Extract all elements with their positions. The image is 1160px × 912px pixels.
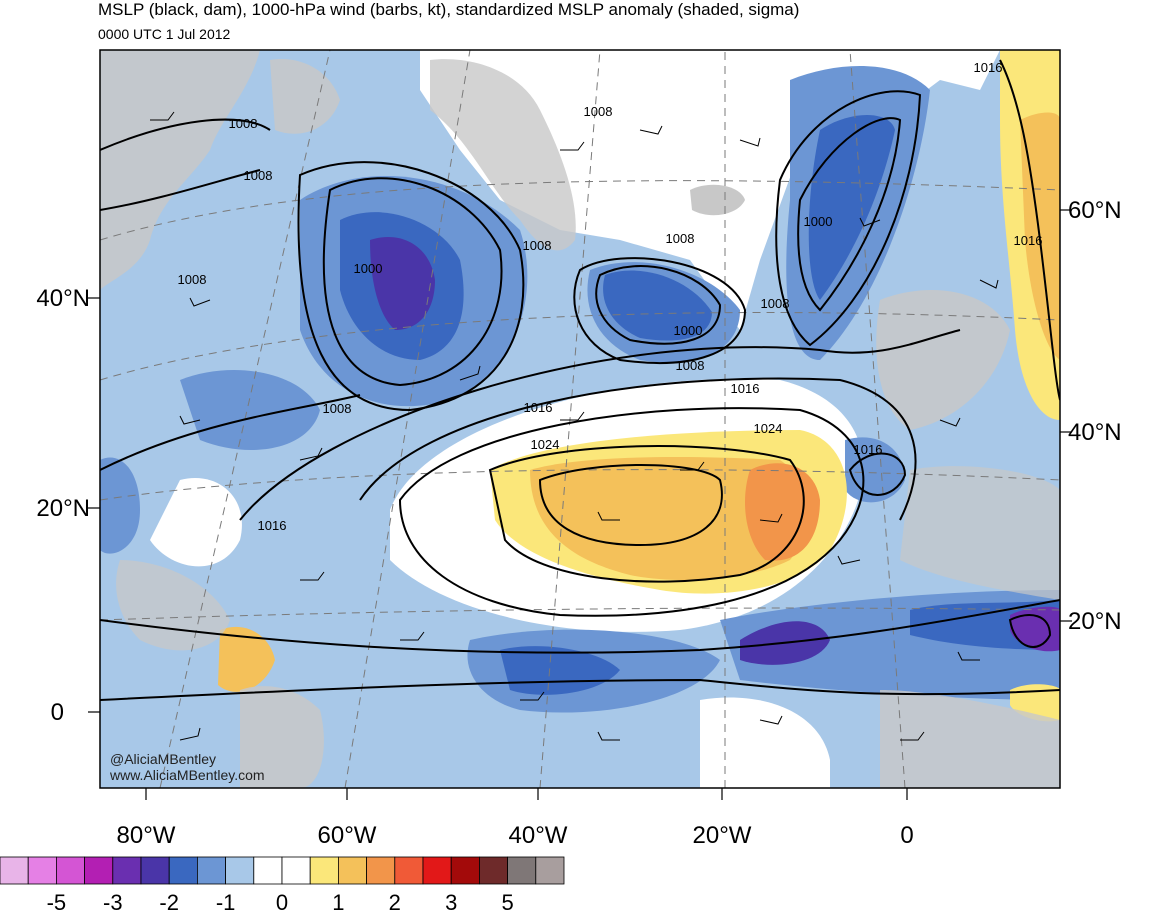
anomaly-pos-mid-venezuela xyxy=(218,626,275,692)
contour-label: 1016 xyxy=(731,381,760,396)
watermark-handle: @AliciaMBentley xyxy=(110,751,216,767)
contour-label: 1016 xyxy=(854,442,883,457)
colorbar-cell xyxy=(196,856,226,885)
lon-label-80w: 80°W xyxy=(117,822,176,849)
anomaly-neg-mid-iberia xyxy=(845,437,905,503)
lat-label-left-0: 0 xyxy=(51,699,64,726)
left-latitude-labels: 40°N 20°N 0 xyxy=(36,285,90,726)
anomaly-neg-mid-mexico xyxy=(100,457,140,554)
colorbar-cell xyxy=(56,856,86,885)
contour-label: 1000 xyxy=(354,261,383,276)
contour-label: 1008 xyxy=(523,238,552,253)
colorbar-cell xyxy=(0,856,29,885)
contour-label: 1016 xyxy=(524,400,553,415)
colorbar-tick-label: -5 xyxy=(47,890,67,912)
colorbar-cell xyxy=(253,856,283,885)
contour-label: 1000 xyxy=(804,214,833,229)
land-canada-west xyxy=(100,50,260,290)
land-central-africa xyxy=(880,690,1060,788)
anomaly-pos-strong-azores xyxy=(745,463,820,561)
contour-label: 1016 xyxy=(974,60,1003,75)
anomaly-neg-mid-usa xyxy=(180,370,320,450)
colorbar-cell xyxy=(27,856,57,885)
colorbar-cell xyxy=(422,856,452,885)
colorbar-cell xyxy=(394,856,424,885)
lat-label-left-40n: 40°N xyxy=(36,285,90,312)
contour-label: 1008 xyxy=(584,104,613,119)
colorbar-cell xyxy=(535,856,565,885)
colorbar-cell xyxy=(507,856,537,885)
contour-label: 1000 xyxy=(674,323,703,338)
anomaly-neg-very-strong-labrador xyxy=(370,236,435,330)
colorbar-labels: -5 -3 -2 -1 0 1 2 3 5 xyxy=(47,890,514,912)
lon-label-20w: 20°W xyxy=(693,822,752,849)
contour-label: 1016 xyxy=(1014,233,1043,248)
bottom-longitude-labels: 80°W 60°W 40°W 20°W 0 xyxy=(117,822,914,849)
anomaly-neg-strong-midatlantic xyxy=(603,270,712,341)
land-greenland xyxy=(430,59,576,251)
chart-subtitle: 0000 UTC 1 Jul 2012 xyxy=(98,26,231,42)
lat-label-right-20n: 20°N xyxy=(1068,608,1122,635)
anomaly-near-zero-south xyxy=(700,697,830,788)
lon-label-0: 0 xyxy=(900,822,913,849)
contour-label: 1008 xyxy=(323,401,352,416)
lat-label-right-60n: 60°N xyxy=(1068,197,1122,224)
colorbar-cell xyxy=(225,856,255,885)
colorbar-tick-label: 5 xyxy=(501,890,513,912)
colorbar-cell xyxy=(84,856,114,885)
contour-label: 1008 xyxy=(178,272,207,287)
land-western-europe xyxy=(876,290,1010,430)
land-canada-north xyxy=(270,59,340,134)
contour-labels: 1008 1008 1008 1008 1008 1008 1008 1008 1008 1016… xyxy=(178,60,1043,533)
contour-label: 1008 xyxy=(676,358,705,373)
colorbar-tick-label: 0 xyxy=(276,890,288,912)
contour-label: 1024 xyxy=(531,437,560,452)
contour-label: 1016 xyxy=(258,518,287,533)
land-central-america xyxy=(116,560,230,651)
anomaly-near-zero-caribbean xyxy=(150,478,242,567)
colorbar-cell xyxy=(450,856,480,885)
colorbar-cell xyxy=(140,856,170,885)
lat-label-right-40n: 40°N xyxy=(1068,419,1122,446)
map-frame xyxy=(99,49,1061,789)
colorbar xyxy=(0,856,565,885)
colorbar-cell xyxy=(281,856,311,885)
contour-label: 1008 xyxy=(244,168,273,183)
colorbar-cell xyxy=(337,856,367,885)
colorbar-cell xyxy=(309,856,339,885)
contour-label: 1008 xyxy=(666,231,695,246)
colorbar-tick-label: 2 xyxy=(389,890,401,912)
lon-label-60w: 60°W xyxy=(318,822,377,849)
colorbar-cell xyxy=(366,856,396,885)
land-south-america xyxy=(240,686,324,788)
right-latitude-labels: 60°N 40°N 20°N xyxy=(1068,197,1122,635)
anomaly-neg-strong-norway xyxy=(808,115,895,300)
contour-label: 1024 xyxy=(754,421,783,436)
colorbar-cell xyxy=(478,856,508,885)
tick-marks xyxy=(88,209,1072,800)
lon-label-40w: 40°W xyxy=(509,822,568,849)
wind-barbs xyxy=(150,111,999,741)
colorbar-cell xyxy=(168,856,198,885)
land-iceland xyxy=(690,184,745,216)
colorbar-tick-label: -2 xyxy=(159,890,179,912)
colorbar-tick-label: -3 xyxy=(103,890,123,912)
mslp-contours xyxy=(100,59,1060,701)
colorbar-tick-label: -1 xyxy=(216,890,236,912)
contour-label: 1008 xyxy=(229,116,258,131)
land-north-africa xyxy=(900,466,1060,600)
map-panel xyxy=(100,50,1060,788)
lat-label-left-20n: 20°N xyxy=(36,495,90,522)
watermark-site: www.AliciaMBentley.com xyxy=(109,767,265,783)
anomaly-pos-mid-azores xyxy=(530,457,807,580)
colorbar-cell xyxy=(112,856,142,885)
colorbar-tick-label: 3 xyxy=(445,890,457,912)
colorbar-tick-label: 1 xyxy=(332,890,344,912)
contour-label: 1008 xyxy=(761,296,790,311)
chart-title: MSLP (black, dam), 1000-hPa wind (barbs,… xyxy=(98,0,800,19)
